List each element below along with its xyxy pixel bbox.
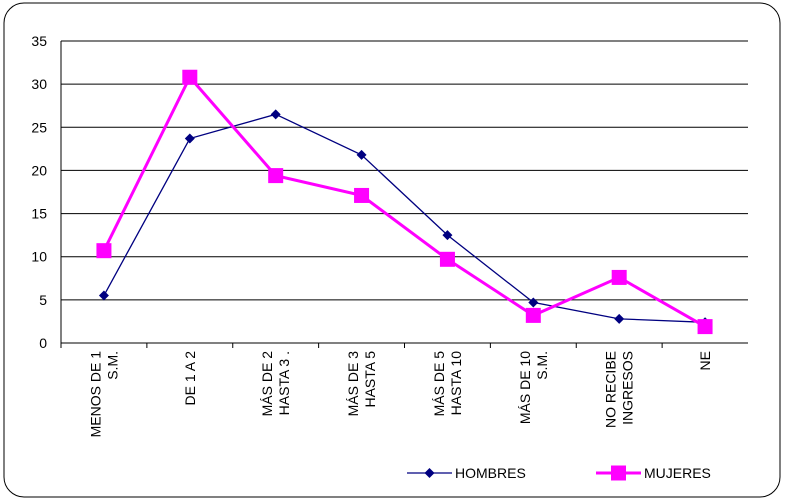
y-tick-label: 0 [39, 335, 47, 351]
data-point-hombres [270, 109, 281, 120]
y-tick-label: 25 [31, 119, 47, 135]
x-category-label: NO RECIBE [603, 351, 619, 428]
data-point-hombres [356, 149, 367, 160]
x-category-label: INGRESOS [620, 351, 636, 425]
y-tick-label: 20 [31, 162, 47, 178]
y-tick-label: 30 [31, 76, 47, 92]
legend-marker [424, 468, 435, 478]
x-category-label: HASTA 5 [362, 351, 378, 408]
data-point-mujeres [268, 168, 284, 184]
x-category-label: HASTA 3 . [276, 351, 292, 415]
data-point-mujeres [611, 269, 627, 285]
legend-label: MUJERES [644, 465, 711, 481]
x-category-label: MÁS DE 5 [431, 351, 447, 417]
x-category-label: S.M. [104, 351, 120, 380]
data-point-mujeres [439, 251, 455, 267]
series-line-mujeres [102, 74, 706, 328]
data-point-hombres [614, 313, 625, 324]
x-category-label: MENOS DE 1 [87, 351, 103, 438]
y-tick-label: 5 [39, 292, 47, 308]
x-category-label: NE [697, 351, 713, 370]
x-category-label: MÁS DE 3 [345, 351, 361, 417]
data-point-mujeres [96, 243, 112, 259]
x-category-label: MÁS DE 10 [517, 351, 533, 424]
series-line-hombres [103, 113, 706, 323]
legend: HOMBRES MUJERES [407, 465, 711, 481]
y-tick-label: 10 [31, 249, 47, 265]
y-tick-label: 35 [31, 33, 47, 49]
chart-frame [3, 2, 781, 498]
y-tick-label: 15 [31, 206, 47, 222]
x-category-label: DE 1 A 2 [182, 351, 198, 406]
legend-marker [611, 465, 626, 481]
data-point-mujeres [525, 307, 541, 323]
data-point-hombres [184, 133, 195, 144]
data-point-hombres [528, 297, 539, 308]
legend-label: HOMBRES [455, 465, 526, 481]
data-point-mujeres [697, 319, 713, 335]
data-point-mujeres [354, 187, 370, 203]
x-category-label: S.M. [534, 351, 550, 380]
x-category-label: HASTA 10 [448, 351, 464, 416]
data-point-hombres [98, 290, 109, 301]
x-category-label: MÁS DE 2 [259, 351, 275, 417]
data-point-hombres [442, 230, 453, 241]
data-point-mujeres [182, 69, 198, 85]
